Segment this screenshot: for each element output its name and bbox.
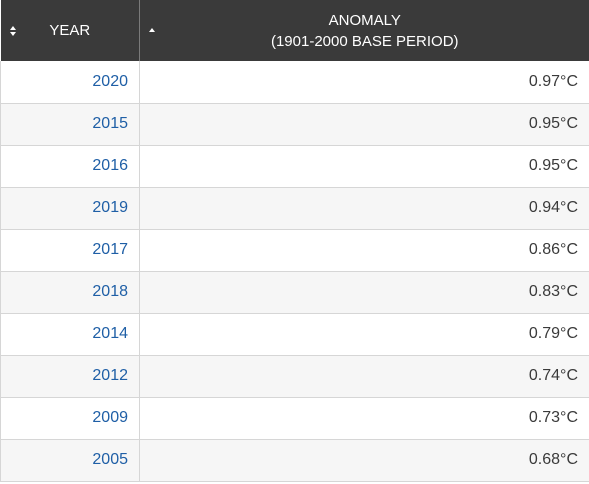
anomaly-cell: 0.97°C [139,61,589,104]
anomaly-cell: 0.68°C [139,439,589,482]
anomaly-cell: 0.79°C [139,313,589,356]
anomaly-cell: 0.94°C [139,187,589,230]
table-row: 2014 0.79°C [0,313,589,356]
anomaly-cell: 0.86°C [139,229,589,272]
anomaly-cell: 0.73°C [139,397,589,440]
year-cell[interactable]: 2017 [0,229,140,272]
year-cell[interactable]: 2009 [0,397,140,440]
year-cell[interactable]: 2016 [0,145,140,188]
table-row: 2012 0.74°C [0,355,589,398]
year-cell[interactable]: 2015 [0,103,140,146]
year-column-header[interactable]: YEAR [0,0,140,61]
table-row: 2009 0.73°C [0,397,589,440]
year-cell[interactable]: 2014 [0,313,140,356]
table-row: 2018 0.83°C [0,271,589,314]
year-header-label: YEAR [49,22,91,39]
table-row: 2005 0.68°C [0,439,589,482]
anomaly-cell: 0.74°C [139,355,589,398]
anomaly-cell: 0.95°C [139,145,589,188]
anomaly-column-header[interactable]: ANOMALY (1901-2000 BASE PERIOD) [139,0,589,61]
anomaly-cell: 0.95°C [139,103,589,146]
table-row: 2015 0.95°C [0,103,589,146]
year-cell[interactable]: 2020 [0,61,140,104]
year-cell[interactable]: 2005 [0,439,140,482]
anomaly-cell: 0.83°C [139,271,589,314]
year-cell[interactable]: 2019 [0,187,140,230]
table-row: 2020 0.97°C [0,61,589,104]
year-cell[interactable]: 2012 [0,355,140,398]
table-header-row: YEAR ANOMALY (1901-2000 BASE PERIOD) [0,0,589,61]
table-row: 2019 0.94°C [0,187,589,230]
table-body: 2020 0.97°C 2015 0.95°C 2016 0.95°C 2019 0.94°C… [0,61,589,482]
table-row: 2016 0.95°C [0,145,589,188]
sort-asc-icon[interactable] [148,25,156,37]
anomaly-header-label: ANOMALY (1901-2000 BASE PERIOD) [270,11,459,50]
table-row: 2017 0.86°C [0,229,589,272]
year-cell[interactable]: 2018 [0,271,140,314]
sort-both-icon[interactable] [9,25,17,37]
